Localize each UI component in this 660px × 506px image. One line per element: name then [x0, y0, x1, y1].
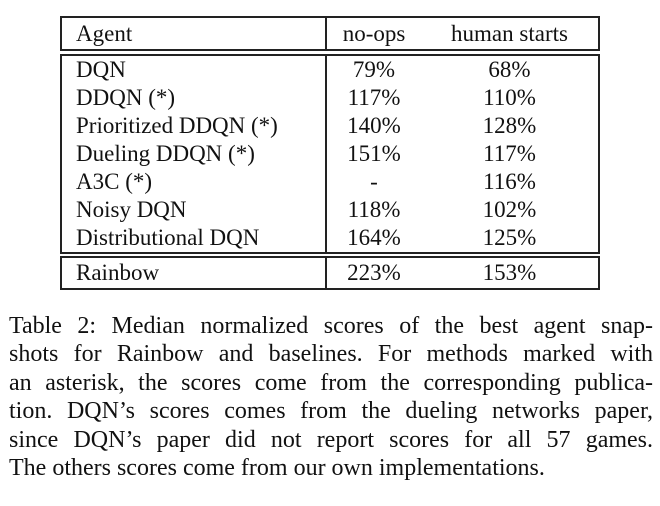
- column-header-human-starts: human starts: [421, 17, 599, 56]
- table-row: Dueling DDQN (*) 151% 117%: [61, 140, 599, 168]
- agent-name-cell: Distributional DQN: [76, 225, 260, 251]
- column-header-no-ops: no-ops: [325, 17, 421, 56]
- caption-line: since DQN’s paper did not report scores …: [9, 426, 653, 453]
- no-ops-score-cell: 118%: [325, 196, 421, 224]
- rainbow-agent-name-cell: Rainbow: [61, 252, 326, 289]
- caption-line: an asterisk, the scores come from the co…: [9, 369, 653, 396]
- agent-name-cell: Dueling DDQN (*): [76, 141, 255, 167]
- human-starts-score-cell: 128%: [482, 113, 537, 139]
- no-ops-score-cell: 151%: [325, 140, 421, 168]
- human-starts-score-cell: 102%: [482, 197, 537, 223]
- rainbow-human-starts-score-cell: 153%: [421, 252, 599, 289]
- header-row: Agent no-ops human starts: [61, 17, 599, 56]
- no-ops-score-cell: 140%: [325, 112, 421, 140]
- no-ops-score-cell: 117%: [325, 84, 421, 112]
- table-row: A3C (*) - 116%: [61, 168, 599, 196]
- table-caption: Table 2: Median normalized scores of the…: [9, 312, 653, 482]
- agent-name-cell: Noisy DQN: [76, 197, 187, 223]
- results-table: Agent no-ops human starts DQN 79% 68% DD…: [60, 16, 600, 290]
- no-ops-score-cell: -: [325, 168, 421, 196]
- table-row: Prioritized DDQN (*) 140% 128%: [61, 112, 599, 140]
- table-row: Noisy DQN 118% 102%: [61, 196, 599, 224]
- column-header-agent: Agent: [61, 17, 326, 56]
- caption-line: Table 2: Median normalized scores of the…: [9, 313, 653, 339]
- human-starts-score-cell: 68%: [488, 57, 531, 83]
- rainbow-row: Rainbow 223% 153%: [61, 252, 599, 289]
- human-starts-score-cell: 125%: [482, 225, 537, 251]
- agent-name-cell: Prioritized DDQN (*): [76, 113, 278, 139]
- table-row: Distributional DQN 164% 125%: [61, 224, 599, 255]
- agent-name-cell: A3C (*): [76, 169, 153, 195]
- caption-line: tion. DQN’s scores comes from the duelin…: [9, 398, 653, 425]
- human-starts-score-cell: 116%: [483, 169, 536, 195]
- no-ops-score-cell: 79%: [325, 52, 421, 84]
- agent-name-cell: DDQN (*): [76, 85, 176, 111]
- no-ops-score-cell: 164%: [325, 224, 421, 255]
- table-row: DQN 79% 68%: [61, 52, 599, 84]
- agent-name-cell: DQN: [76, 57, 126, 83]
- rainbow-no-ops-score-cell: 223%: [325, 252, 421, 289]
- caption-line: The others scores come from our own impl…: [9, 455, 545, 482]
- table-row: DDQN (*) 117% 110%: [61, 84, 599, 112]
- caption-line: shots for Rainbow and baselines. For met…: [9, 341, 653, 368]
- human-starts-score-cell: 117%: [483, 141, 536, 167]
- human-starts-score-cell: 110%: [483, 85, 536, 111]
